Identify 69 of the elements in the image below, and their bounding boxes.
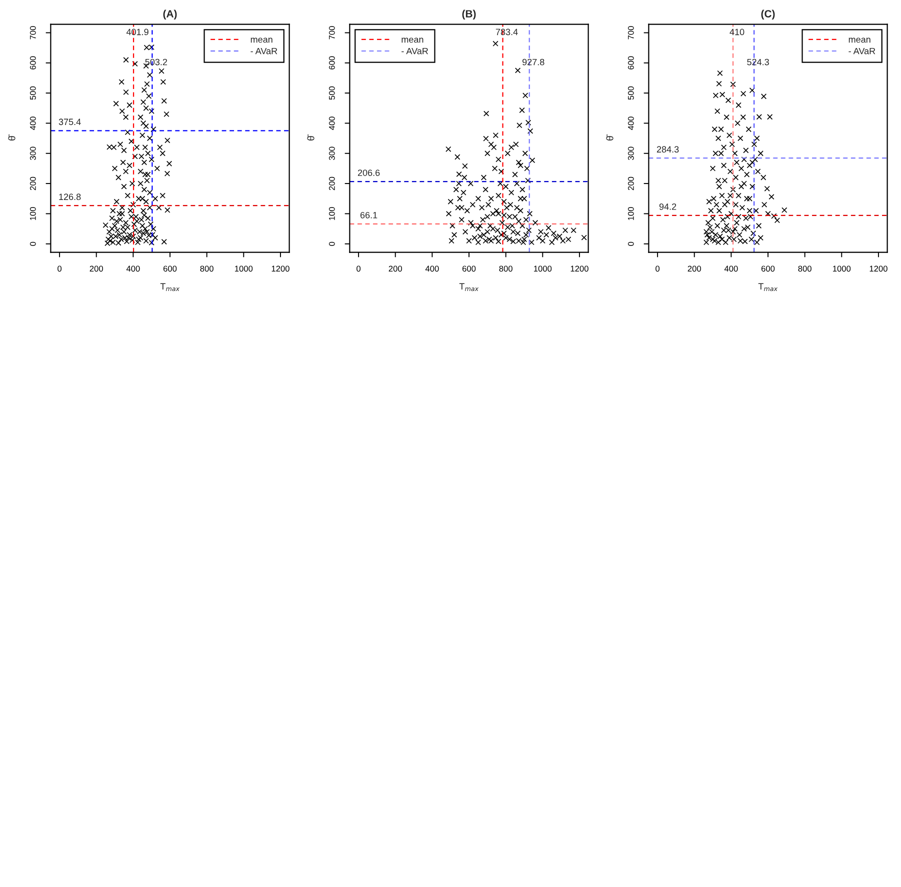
x-tick-label: 1000 [833, 266, 851, 272]
y-tick-label: 0 [628, 242, 634, 246]
y-tick-label: 600 [628, 56, 634, 70]
x-tick-label: 1200 [570, 266, 588, 272]
chart-title: (A) [163, 10, 177, 20]
y-tick-label: 300 [30, 146, 36, 160]
y-tick-label: 600 [328, 56, 335, 70]
ref-line-label: 66.1 [360, 212, 378, 218]
x-tick-label: 400 [724, 266, 738, 272]
y-tick-label: 400 [328, 116, 335, 130]
x-axis-title: T$_{max}$ [758, 283, 778, 292]
x-axis-title: T$_{max}$ [459, 283, 479, 292]
ref-line-label: 375.4 [58, 118, 81, 126]
y-axis-title: θ̄ [606, 134, 614, 140]
x-tick-label: 400 [425, 266, 439, 272]
y-tick-label: 400 [628, 116, 634, 130]
y-tick-label: 300 [328, 146, 335, 160]
x-tick-label: 800 [798, 266, 812, 272]
ref-line-label: 206.6 [358, 170, 380, 176]
legend-label: - AVaR [402, 48, 428, 54]
legend-label: mean [250, 38, 272, 43]
x-tick-label: 1000 [534, 266, 552, 272]
y-tick-label: 0 [30, 242, 36, 246]
y-tick-label: 100 [30, 207, 36, 220]
ref-line-label: 94.2 [659, 203, 676, 210]
y-tick-label: 700 [30, 26, 36, 40]
y-tick-label: 500 [628, 86, 634, 100]
legend-label: mean [848, 38, 870, 43]
y-tick-label: 700 [628, 26, 634, 40]
ref-line-label: 503.2 [145, 58, 168, 66]
y-tick-label: 200 [30, 176, 36, 190]
x-tick-label: 1000 [235, 266, 253, 272]
y-tick-label: 700 [328, 26, 335, 40]
x-axis-title: T$_{max}$ [160, 283, 180, 292]
legend-label: - AVaR [848, 48, 876, 54]
x-tick-label: 400 [126, 266, 140, 272]
y-tick-label: 400 [30, 116, 36, 130]
x-tick-label: 600 [761, 266, 775, 272]
chart-title: (C) [761, 10, 775, 20]
x-tick-label: 200 [90, 266, 103, 272]
y-axis-title: θ̄ [307, 134, 314, 140]
x-tick-label: 600 [163, 266, 177, 272]
y-tick-label: 100 [328, 207, 335, 220]
chart-title: (B) [462, 10, 476, 20]
y-tick-label: 200 [628, 176, 634, 190]
x-tick-label: 1200 [272, 266, 290, 272]
ref-line-label: 126.8 [59, 194, 81, 200]
x-tick-label: 0 [656, 266, 660, 272]
y-tick-label: 200 [328, 176, 335, 190]
y-tick-label: 300 [628, 146, 634, 160]
x-tick-label: 800 [200, 266, 214, 272]
legend-label: - AVaR [250, 48, 278, 54]
y-tick-label: 500 [328, 86, 335, 100]
x-tick-label: 800 [499, 266, 512, 272]
x-tick-label: 200 [388, 266, 402, 272]
ref-line-label: 524.3 [747, 58, 769, 66]
ref-line-label: 927.8 [522, 58, 544, 66]
x-tick-label: 0 [356, 266, 361, 272]
y-tick-label: 0 [328, 242, 335, 246]
y-tick-label: 500 [30, 86, 36, 100]
y-axis-title: θ̄ [8, 134, 16, 140]
legend-label: mean [402, 38, 424, 43]
x-tick-label: 200 [688, 266, 701, 272]
y-tick-label: 100 [628, 207, 634, 220]
ref-line-label: 284.3 [656, 146, 679, 153]
y-tick-label: 600 [30, 56, 36, 70]
x-tick-label: 0 [58, 266, 62, 272]
x-tick-label: 1200 [870, 266, 888, 272]
x-tick-label: 600 [462, 266, 476, 272]
